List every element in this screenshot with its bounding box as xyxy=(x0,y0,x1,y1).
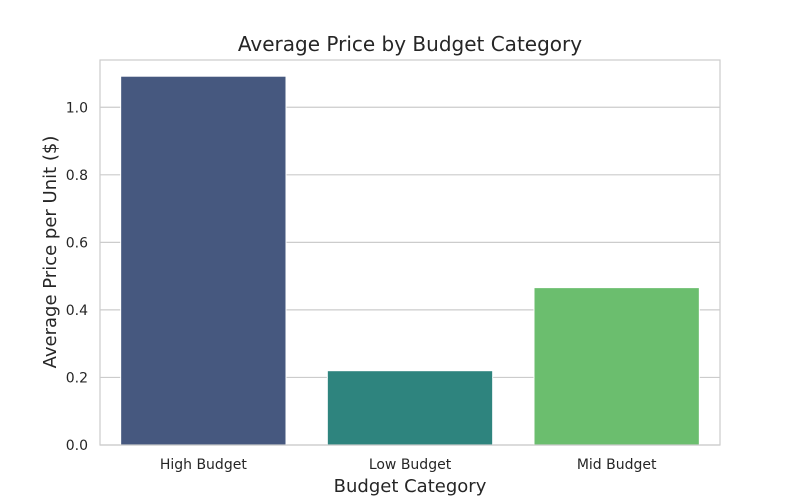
y-axis-label: Average Price per Unit ($) xyxy=(40,136,61,369)
y-tick-labels: 0.0 0.2 0.4 0.6 0.8 1.0 xyxy=(66,100,88,454)
x-tick-labels: High Budget Low Budget Mid Budget xyxy=(160,457,657,473)
chart-title: Average Price by Budget Category xyxy=(238,32,582,56)
bar-high-budget xyxy=(120,75,287,446)
y-tick-label: 0.0 xyxy=(66,438,88,454)
bar-low-budget xyxy=(326,370,494,446)
y-tick-label: 1.0 xyxy=(66,100,88,116)
y-tick-label: 0.6 xyxy=(66,235,88,251)
x-tick-label: Mid Budget xyxy=(577,457,657,473)
plot-frame xyxy=(99,59,721,446)
bar-mid-budget xyxy=(533,287,700,446)
bars xyxy=(120,75,700,446)
y-tick-label: 0.2 xyxy=(66,370,88,386)
y-tick-label: 0.4 xyxy=(66,303,88,319)
x-tick-label: Low Budget xyxy=(369,457,452,473)
y-tick-label: 0.8 xyxy=(66,168,88,184)
x-axis-label: Budget Category xyxy=(334,476,487,497)
x-tick-label: High Budget xyxy=(160,457,247,473)
